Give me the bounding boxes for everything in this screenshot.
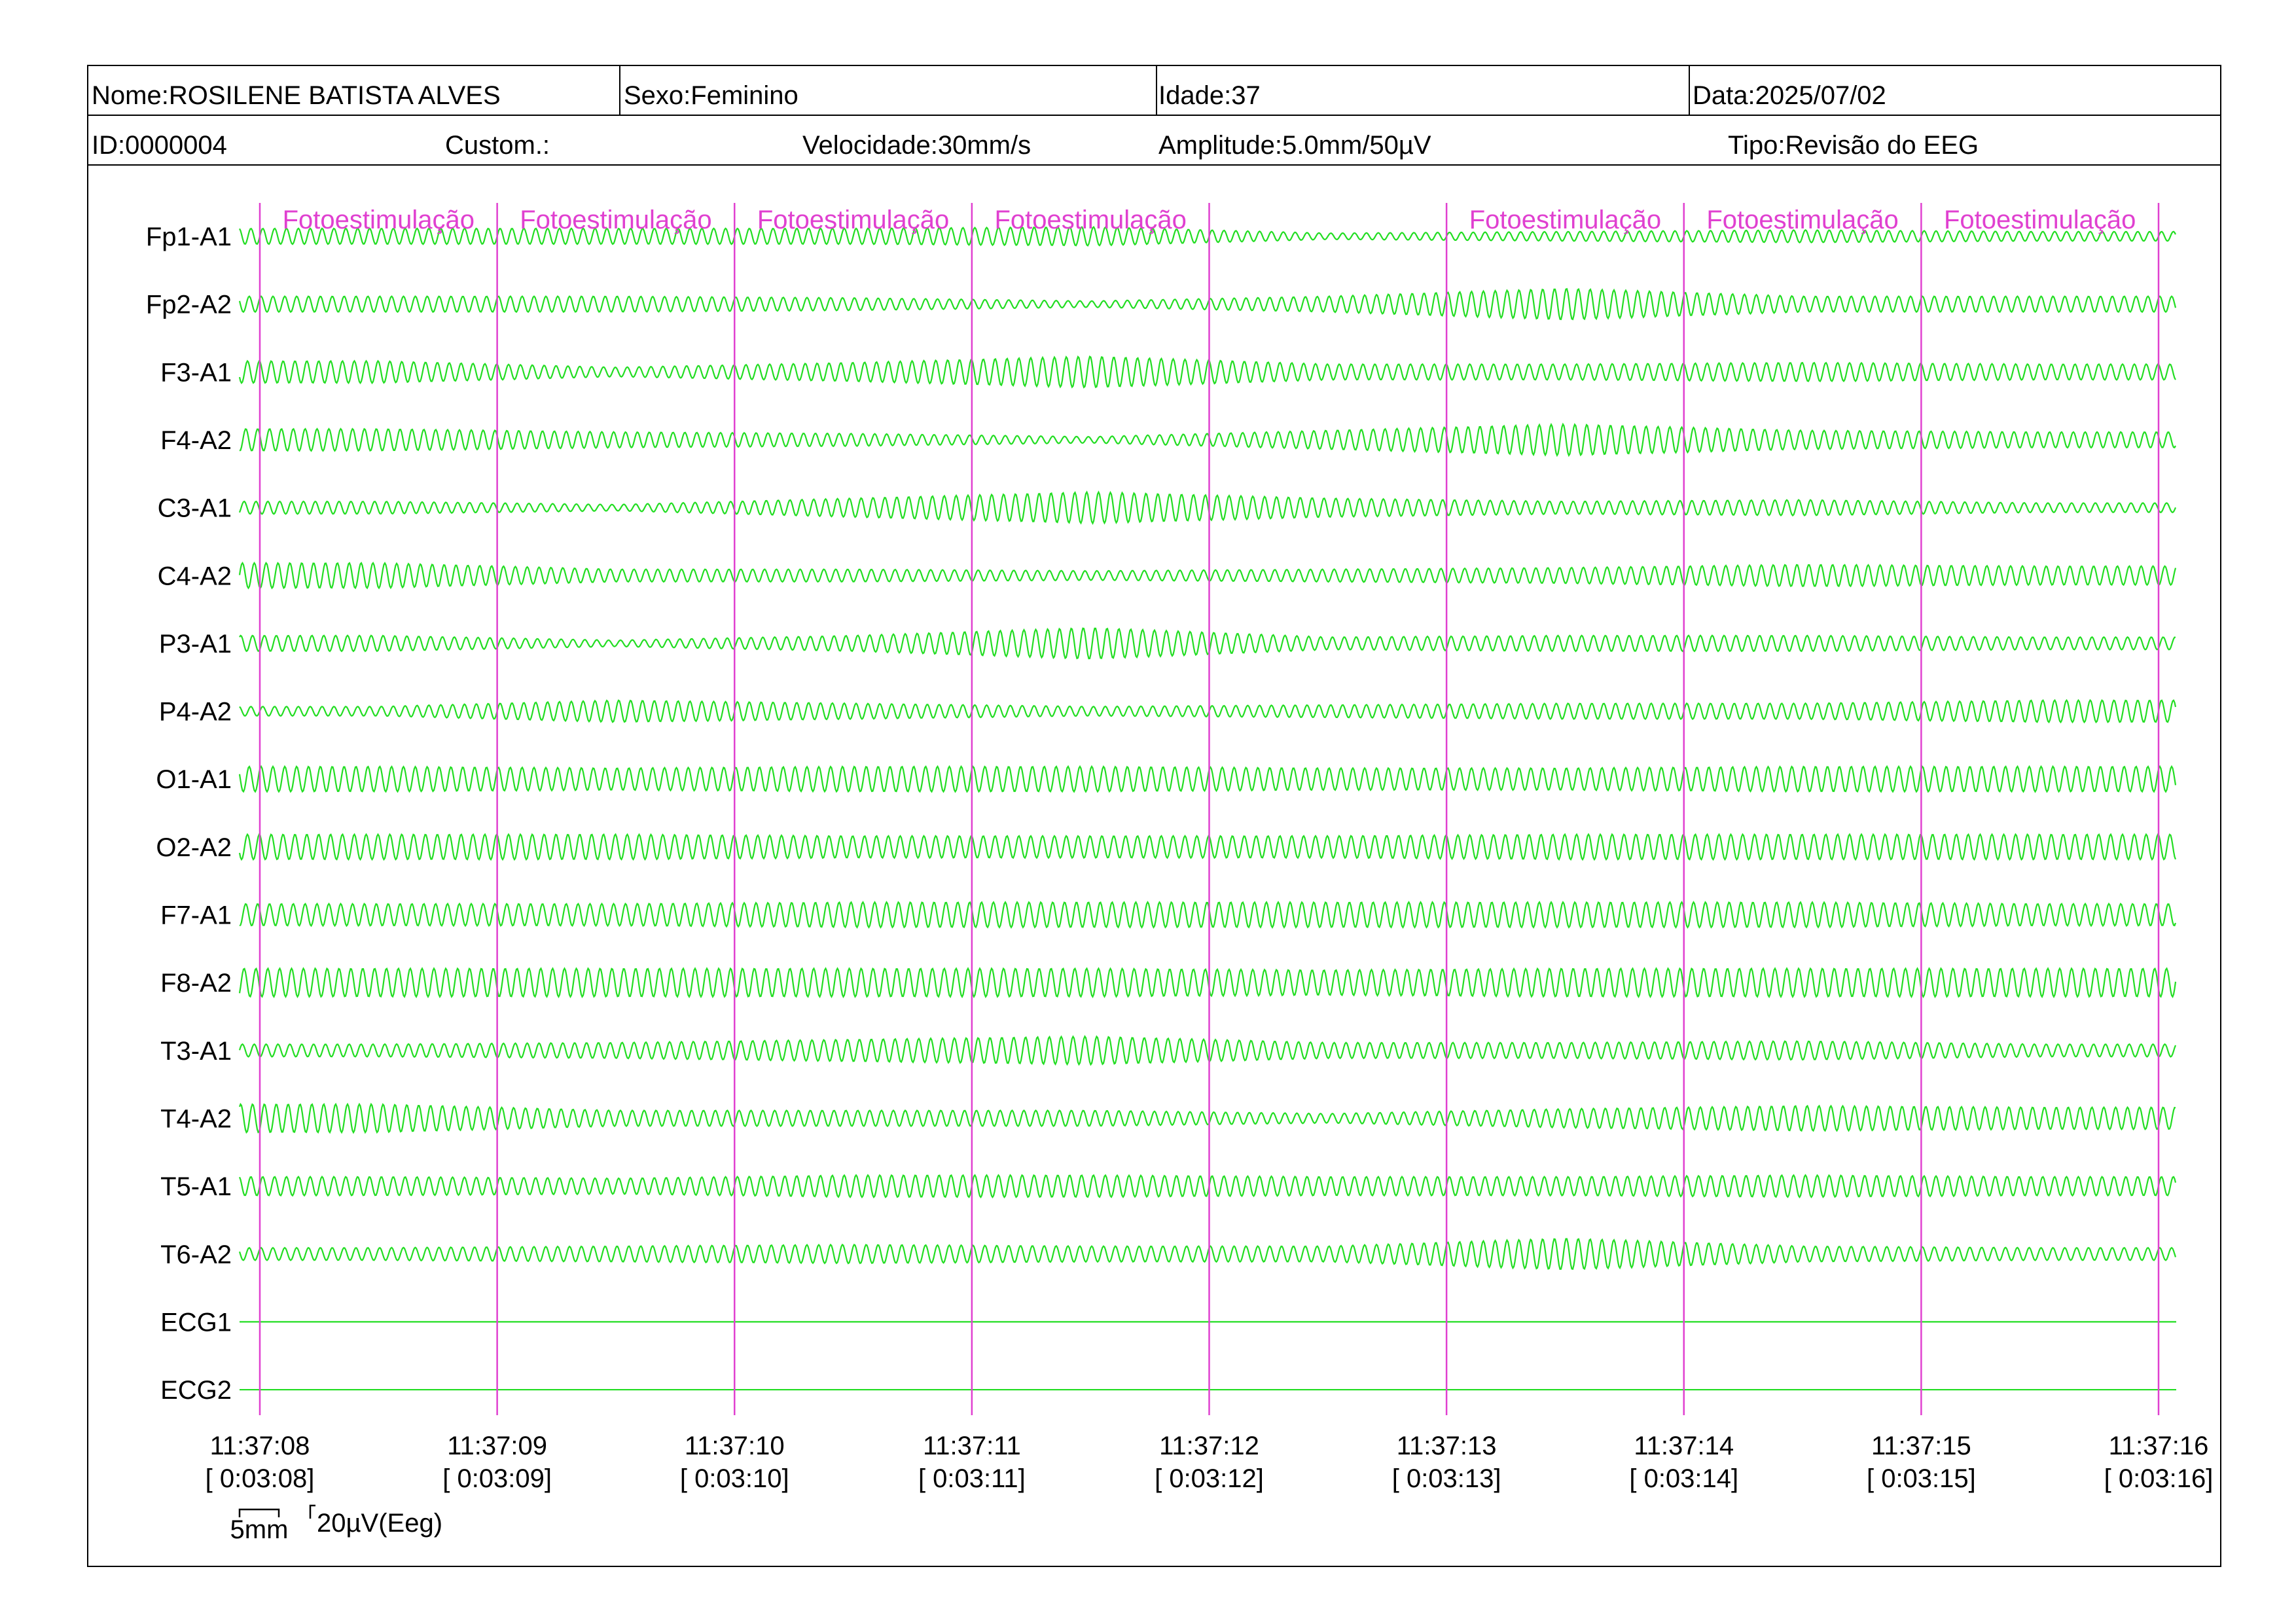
patient-age: Idade:37 (1158, 81, 1261, 110)
channel-label: T5-A1 (160, 1172, 232, 1201)
trace-c4-a2 (238, 561, 2177, 590)
amplitude-setting: Amplitude:5.0mm/50µV (1158, 131, 1431, 160)
channel-label: P3-A1 (159, 630, 232, 659)
channel-label: Fp1-A1 (146, 223, 232, 251)
time-tick-label: 11:37:12 (1159, 1432, 1259, 1460)
event-label-fotoestimulacao: Fotoestimulação (520, 206, 711, 234)
exam-date: Data:2025/07/02 (1693, 81, 1886, 110)
channel-label: F4-A2 (160, 426, 232, 455)
scale-bar-group (238, 1504, 315, 1519)
patient-id: ID:0000004 (92, 131, 227, 160)
elapsed-tick-label: [ 0:03:14] (1629, 1464, 1738, 1493)
event-label-fotoestimulacao: Fotoestimulação (994, 206, 1186, 234)
trace-t5-a1 (238, 1174, 2177, 1199)
header-divider-1 (87, 115, 2221, 116)
trace-fp2-a2 (238, 287, 2177, 321)
trace-group (238, 226, 2177, 1391)
patient-sex: Sexo:Feminino (624, 81, 798, 110)
header-cell-divider (1156, 65, 1157, 116)
report-frame (87, 65, 2221, 1567)
elapsed-tick-label: [ 0:03:16] (2104, 1464, 2214, 1493)
time-tick-label: 11:37:15 (1871, 1432, 1971, 1460)
trace-c3-a1 (238, 490, 2177, 526)
event-label-fotoestimulacao: Fotoestimulação (757, 206, 949, 234)
header-cell-divider (1689, 65, 1690, 116)
channel-label: T6-A2 (160, 1240, 232, 1269)
scale-amplitude-label: 20µV(Eeg) (317, 1509, 442, 1538)
channel-label: T3-A1 (160, 1037, 232, 1066)
event-label-fotoestimulacao: Fotoestimulação (283, 206, 475, 234)
patient-name: Nome:ROSILENE BATISTA ALVES (92, 81, 501, 110)
label-group: Fp1-A1 Fp2-A2 F3-A1 F4-A2 C3-A1 C4-A2 P3-A1 P4-… (146, 223, 2214, 1493)
channel-label: C3-A1 (158, 494, 232, 523)
trace-t3-a1 (238, 1035, 2177, 1066)
event-label-fotoestimulacao: Fotoestimulação (1944, 206, 2136, 234)
time-tick-label: 11:37:13 (1397, 1432, 1497, 1460)
time-tick-label: 11:37:16 (2109, 1432, 2209, 1460)
scale-bar-amplitude (309, 1504, 315, 1519)
time-tick-label: 11:37:09 (447, 1432, 547, 1460)
trace-p4-a2 (239, 698, 2177, 724)
time-tick-label: 11:37:08 (210, 1432, 310, 1460)
elapsed-tick-label: [ 0:03:12] (1155, 1464, 1264, 1493)
trace-f8-a2 (238, 967, 2177, 999)
trace-o2-a2 (238, 833, 2177, 861)
trace-p3-a1 (239, 627, 2176, 660)
event-label-fotoestimulacao: Fotoestimulação (1706, 206, 1898, 234)
elapsed-tick-label: [ 0:03:13] (1392, 1464, 1501, 1493)
scale-bar-time (238, 1508, 280, 1517)
trace-f4-a2 (239, 422, 2176, 458)
time-tick-label: 11:37:10 (685, 1432, 785, 1460)
elapsed-tick-label: [ 0:03:09] (442, 1464, 552, 1493)
elapsed-tick-label: [ 0:03:08] (206, 1464, 315, 1493)
channel-label: F8-A2 (160, 969, 232, 998)
elapsed-tick-label: [ 0:03:11] (918, 1464, 1026, 1493)
trace-fp1-a1 (239, 226, 2176, 247)
channel-label: T4-A2 (160, 1104, 232, 1133)
speed-setting: Velocidade:30mm/s (802, 131, 1031, 160)
trace-f3-a1 (238, 355, 2176, 389)
trace-t4-a2 (238, 1102, 2176, 1134)
trace-f7-a1 (239, 901, 2177, 929)
channel-label: F7-A1 (160, 901, 232, 930)
channel-label: O1-A1 (156, 765, 232, 794)
header-cell-divider (619, 65, 620, 116)
elapsed-tick-label: [ 0:03:15] (1867, 1464, 1976, 1493)
channel-label: C4-A2 (158, 562, 232, 590)
elapsed-tick-label: [ 0:03:10] (680, 1464, 789, 1493)
review-type: Tipo:Revisão do EEG (1728, 131, 1979, 160)
channel-label: Fp2-A2 (146, 291, 232, 319)
time-tick-label: 11:37:14 (1634, 1432, 1734, 1460)
channel-label: F3-A1 (160, 358, 232, 387)
channel-label: ECG1 (160, 1308, 232, 1337)
scale-time-label: 5mm (230, 1515, 289, 1544)
event-marker-group: Fotoestimulação Fotoestimulação Fotoestimu… (259, 203, 2160, 1415)
header-divider-2 (87, 164, 2221, 166)
channel-label: O2-A2 (156, 833, 232, 862)
event-label-fotoestimulacao: Fotoestimulação (1469, 206, 1661, 234)
trace-o1-a1 (238, 765, 2177, 793)
time-tick-label: 11:37:11 (923, 1432, 1021, 1460)
trace-t6-a2 (238, 1238, 2177, 1271)
channel-label: P4-A2 (159, 698, 232, 727)
channel-label: ECG2 (160, 1376, 232, 1405)
custom-field: Custom.: (445, 131, 550, 160)
